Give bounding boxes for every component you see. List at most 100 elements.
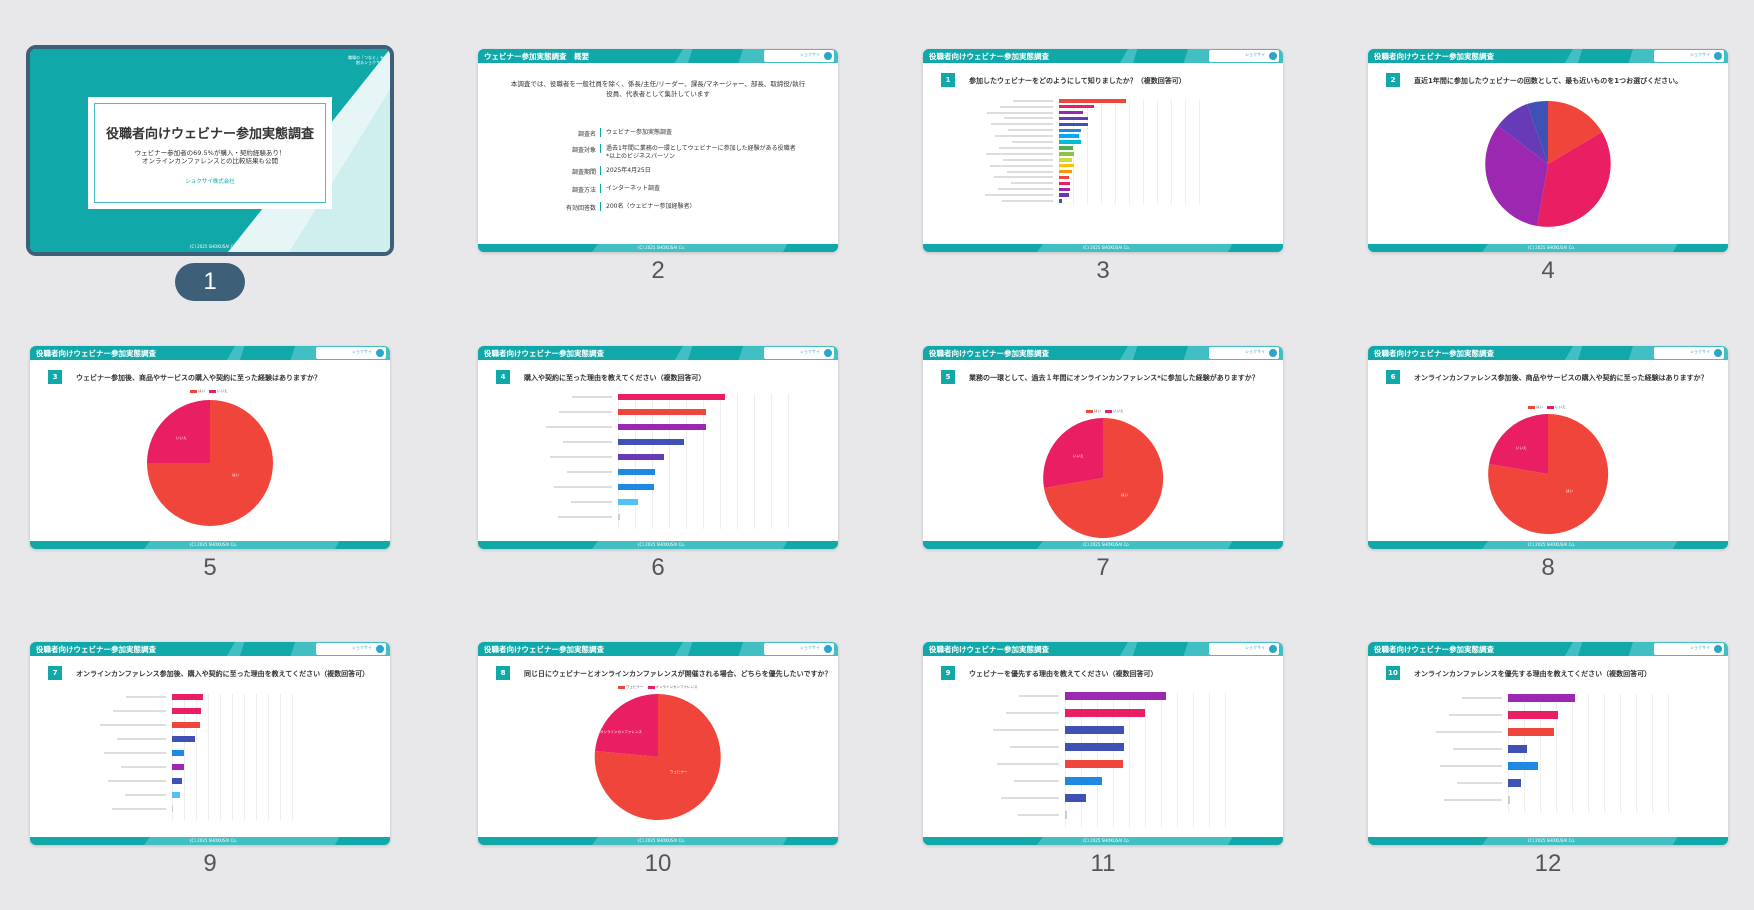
grid-line <box>1199 99 1200 206</box>
slide-5[interactable]: 役職者向けウェビナー参加実態調査 ショクサイ 3 ウェビナー参加後、商品やサービ… <box>30 346 390 549</box>
grid-line <box>1185 99 1186 206</box>
bar <box>1059 146 1073 150</box>
bar-label-stub <box>559 411 612 413</box>
bar-row <box>985 193 1199 197</box>
bar-label-stub <box>1014 780 1059 782</box>
bar <box>1065 794 1086 802</box>
slide-10[interactable]: 役職者向けウェビナー参加実態調査 ショクサイ 8 同じ日にウェビナーとオンライン… <box>478 642 838 845</box>
bar-label-stub <box>993 729 1059 731</box>
bar <box>172 806 174 812</box>
slide-3[interactable]: 役職者向けウェビナー参加実態調査 ショクサイ 1 参加したウェビナーをどのように… <box>923 49 1283 252</box>
grid-line <box>1225 692 1226 828</box>
grid-line <box>1572 694 1573 813</box>
bar <box>618 514 620 520</box>
grid-line <box>737 394 738 529</box>
title-box: 役職者向けウェビナー参加実態調査 ウェビナー参加者の69.5%が購入・契約経験あ… <box>88 97 332 209</box>
grid-line <box>1145 692 1146 828</box>
bar <box>1059 169 1072 174</box>
grid-line <box>1161 692 1162 828</box>
slide-number-12: 12 <box>1534 850 1562 877</box>
grid-line <box>703 394 704 529</box>
bar-label-stub <box>1010 746 1059 748</box>
grid-line <box>1115 99 1116 206</box>
slide-2[interactable]: ウェビナー参加実態調査 概要 ショクサイ 本調査では、役職者を一般社員を除く、係… <box>478 49 838 252</box>
bar-label-stub <box>117 738 166 740</box>
slide-number-4: 4 <box>1541 257 1555 284</box>
slide-11[interactable]: 役職者向けウェビナー参加実態調査 ショクサイ 9 ウェビナーを優先する理由を教え… <box>923 642 1283 845</box>
bar <box>1059 116 1089 121</box>
slide-4[interactable]: 役職者向けウェビナー参加実態調査 ショクサイ 2 直近1年間に参加したウェビナー… <box>1368 49 1728 252</box>
bar-label-stub <box>567 471 612 473</box>
bar <box>1065 692 1166 700</box>
bar-row <box>1000 104 1199 109</box>
bar <box>172 764 184 770</box>
slide-number-3: 3 <box>1096 257 1110 284</box>
bar <box>1508 779 1521 787</box>
bar-label-stub <box>1006 712 1059 714</box>
slide-6[interactable]: 役職者向けウェビナー参加実態調査 ショクサイ 4 購入や契約に至った理由を教えて… <box>478 346 838 549</box>
bar <box>1508 745 1528 753</box>
slide-7[interactable]: 役職者向けウェビナー参加実態調査 ショクサイ 5 業務の一環として、過去１年間に… <box>923 346 1283 549</box>
bar-row <box>558 514 788 520</box>
bar-label-stub <box>986 152 1053 155</box>
grid-line <box>256 694 257 820</box>
slide-1[interactable]: 職場の「つなぐ」を 創るショクサイ 役職者向けウェビナー参加実態調査 ウェビナー… <box>26 45 394 256</box>
bar <box>1059 104 1094 109</box>
footer-copy: (C) 2025 SHOKUSAI Co. <box>190 244 238 249</box>
bar-label-stub <box>990 164 1053 167</box>
bar-label-stub <box>571 501 612 503</box>
bar-row <box>1003 158 1199 162</box>
bar-label-stub <box>999 146 1053 149</box>
bar-row <box>1002 199 1199 203</box>
grid-line <box>292 694 293 820</box>
grid-line <box>220 694 221 820</box>
bar <box>1065 760 1123 768</box>
bar <box>618 409 707 415</box>
bar <box>172 722 200 728</box>
bar <box>618 424 707 430</box>
bar <box>618 454 664 460</box>
grid-line <box>1652 694 1653 813</box>
bar <box>1508 694 1576 702</box>
bar-label-stub <box>558 516 612 518</box>
bar <box>1059 163 1075 168</box>
title-logo: 職場の「つなぐ」を 創るショクサイ <box>348 55 384 65</box>
grid-line <box>1129 692 1130 828</box>
bar-row <box>999 146 1199 150</box>
bar-row <box>1462 694 1668 702</box>
bar-row <box>125 792 292 798</box>
bar-label-stub <box>126 696 166 698</box>
bar-row <box>1444 796 1668 804</box>
bar <box>618 484 654 490</box>
bar <box>618 499 639 505</box>
grid-line <box>184 694 185 820</box>
bar <box>1508 796 1510 804</box>
slide-8[interactable]: 役職者向けウェビナー参加実態調査 ショクサイ 6 オンラインカンファレンス参加後… <box>1368 346 1728 549</box>
bar-label-stub <box>1007 170 1053 173</box>
bar-row <box>117 736 292 742</box>
slide-12[interactable]: 役職者向けウェビナー参加実態調査 ショクサイ 10 オンラインカンファレンスを優… <box>1368 642 1728 845</box>
bar-label-stub <box>1004 117 1053 120</box>
bar-row <box>121 764 292 770</box>
slide-9[interactable]: 役職者向けウェビナー参加実態調査 ショクサイ 7 オンラインカンファレンス参加後… <box>30 642 390 845</box>
bar <box>1059 181 1071 186</box>
bar-row <box>546 424 788 430</box>
bar <box>1059 110 1083 115</box>
bar-label-stub <box>1018 814 1059 816</box>
bar-label-stub <box>1440 765 1502 767</box>
bar <box>1508 762 1539 770</box>
bar <box>1065 811 1067 819</box>
bar-row <box>997 760 1225 768</box>
bar-row <box>100 722 292 728</box>
bar-label-stub <box>572 396 612 398</box>
grid-line <box>1129 99 1130 206</box>
bar-row <box>1006 709 1225 717</box>
bar-row <box>1018 811 1225 819</box>
bar-row <box>1457 779 1668 787</box>
grid-line <box>1157 99 1158 206</box>
slide-number-6: 6 <box>651 554 665 581</box>
bar-label-stub <box>554 486 612 488</box>
bar-label-stub <box>1011 182 1053 185</box>
grid-line <box>720 394 721 529</box>
bar-row <box>1013 99 1199 103</box>
